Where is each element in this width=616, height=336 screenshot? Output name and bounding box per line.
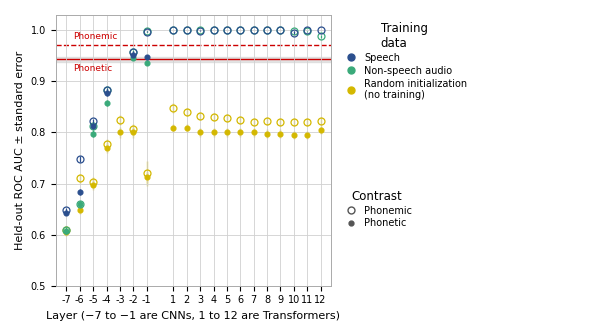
Bar (55, 57, 331, 62)
Y-axis label: Held-out ROC AUC ± standard error: Held-out ROC AUC ± standard error (15, 51, 25, 250)
X-axis label: Layer (−7 to −1 are CNNs, 1 to 12 are Transformers): Layer (−7 to −1 are CNNs, 1 to 12 are Tr… (46, 311, 341, 321)
Legend: Phonemic, Phonetic: Phonemic, Phonetic (339, 188, 414, 230)
Text: Phonetic: Phonetic (73, 64, 112, 73)
Text: Phonemic: Phonemic (73, 32, 118, 41)
